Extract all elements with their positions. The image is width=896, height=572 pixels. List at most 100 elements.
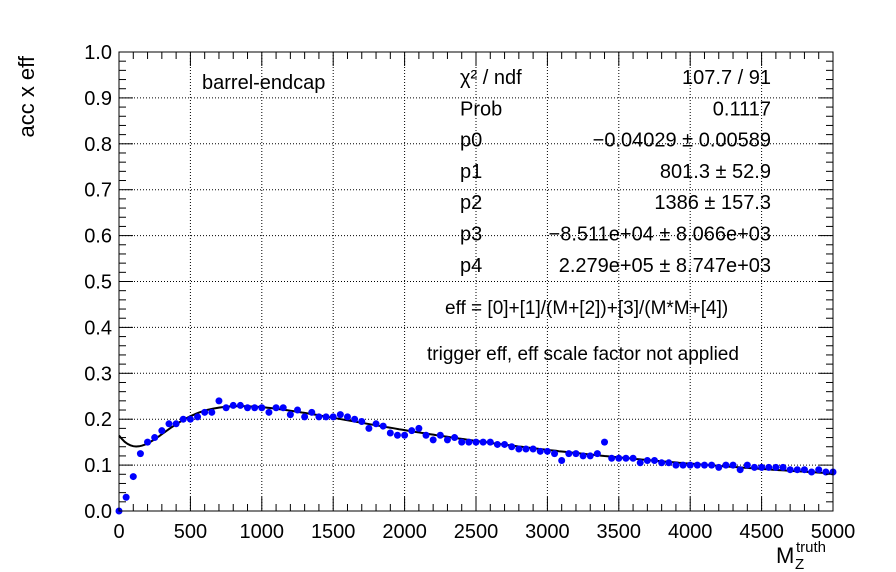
data-point <box>822 468 830 476</box>
data-point <box>486 438 494 446</box>
data-point <box>779 463 787 471</box>
data-point <box>244 404 252 412</box>
data-point <box>543 447 551 455</box>
y-tick-label: 0.4 <box>84 317 112 339</box>
data-point <box>136 450 144 458</box>
data-point <box>758 463 766 471</box>
data-point <box>529 445 537 453</box>
x-axis-title-subscript: Z <box>795 556 804 572</box>
data-point <box>658 459 666 467</box>
grid-lines <box>119 52 833 511</box>
data-point <box>743 461 751 469</box>
data-point <box>565 450 573 458</box>
data-point <box>386 429 394 437</box>
data-point <box>443 436 451 444</box>
data-point <box>536 447 544 455</box>
stat-value: 2.279e+05 ± 8.747e+03 <box>559 255 771 277</box>
stat-label: p3 <box>460 224 482 246</box>
data-point <box>508 443 516 451</box>
y-tick-label: 1.0 <box>84 42 112 64</box>
data-point <box>372 420 380 428</box>
data-point <box>558 457 566 465</box>
stat-label: χ² / ndf <box>460 67 522 89</box>
data-point <box>201 408 209 416</box>
data-point <box>765 463 773 471</box>
data-point <box>715 463 723 471</box>
stat-label: p4 <box>460 255 482 277</box>
data-point <box>379 422 387 430</box>
data-point <box>601 438 609 446</box>
data-point <box>608 454 616 462</box>
data-point <box>636 459 644 467</box>
data-point <box>722 461 730 469</box>
data-point <box>786 466 794 474</box>
data-point <box>736 466 744 474</box>
x-tick-label: 1000 <box>240 521 285 543</box>
data-point <box>158 427 166 435</box>
data-point <box>750 463 758 471</box>
stat-label: Prob <box>460 98 502 120</box>
data-point <box>329 413 337 421</box>
data-point <box>165 420 173 428</box>
stat-value: 1386 ± 157.3 <box>654 192 771 214</box>
y-tick-labels: 0.0 0.1 0.2 0.3 0.4 0.5 0.6 0.7 0.8 0.9 1.0 <box>84 42 112 523</box>
stat-value: −8.511e+04 ± 8.066e+03 <box>549 224 771 246</box>
data-point <box>629 454 637 462</box>
y-axis-title: acc x eff <box>14 55 39 137</box>
data-point <box>808 468 816 476</box>
note-text: trigger eff, eff scale factor not applie… <box>427 344 739 365</box>
data-point <box>251 404 259 412</box>
x-tick-label: 3000 <box>525 521 570 543</box>
data-point <box>186 415 194 423</box>
data-point <box>393 431 401 439</box>
data-point <box>708 461 716 469</box>
x-tick-label: 4500 <box>739 521 784 543</box>
data-point <box>122 493 130 501</box>
x-tick-labels: 0 500 1000 1500 2000 2500 3000 3500 4000 4500 5000 <box>113 521 855 543</box>
data-point <box>322 413 330 421</box>
data-point <box>772 463 780 471</box>
x-tick-label: 4000 <box>668 521 713 543</box>
data-point <box>479 438 487 446</box>
data-point <box>144 438 152 446</box>
y-tick-label: 0.1 <box>84 455 112 477</box>
x-tick-label: 2000 <box>382 521 427 543</box>
x-tick-label: 1500 <box>311 521 356 543</box>
data-point <box>615 454 623 462</box>
data-point <box>408 427 416 435</box>
data-point <box>686 461 694 469</box>
data-point <box>679 461 687 469</box>
x-tick-label: 3500 <box>597 521 642 543</box>
data-point <box>622 454 630 462</box>
data-point <box>315 413 323 421</box>
y-tick-label: 0.0 <box>84 501 112 523</box>
y-tick-label: 0.6 <box>84 226 112 248</box>
data-point <box>422 431 430 439</box>
data-point <box>194 413 202 421</box>
data-point <box>551 450 559 458</box>
stat-label: p2 <box>460 192 482 214</box>
stat-label: p1 <box>460 161 482 183</box>
data-points <box>115 397 837 515</box>
data-point <box>172 420 180 428</box>
data-point <box>522 445 530 453</box>
stat-label: p0 <box>460 130 482 152</box>
data-point <box>308 408 316 416</box>
data-point <box>279 404 287 412</box>
data-point <box>272 404 280 412</box>
axis-ticks <box>118 51 834 512</box>
data-point <box>222 404 230 412</box>
data-point <box>815 466 823 474</box>
data-point <box>572 450 580 458</box>
data-point <box>665 459 673 467</box>
data-point <box>800 466 808 474</box>
x-tick-label: 500 <box>174 521 207 543</box>
data-point <box>129 473 137 481</box>
y-tick-label: 0.9 <box>84 88 112 110</box>
data-point <box>436 431 444 439</box>
fit-stats-box: χ² / ndf 107.7 / 91 Prob 0.1117 p0 −0.04029 ±… <box>460 67 771 277</box>
x-axis-title-main: M <box>776 543 794 568</box>
data-point <box>258 404 266 412</box>
fit-formula: eff = [0]+[1]/(M+[2])+[3]/(M*M+[4]) <box>445 298 728 319</box>
